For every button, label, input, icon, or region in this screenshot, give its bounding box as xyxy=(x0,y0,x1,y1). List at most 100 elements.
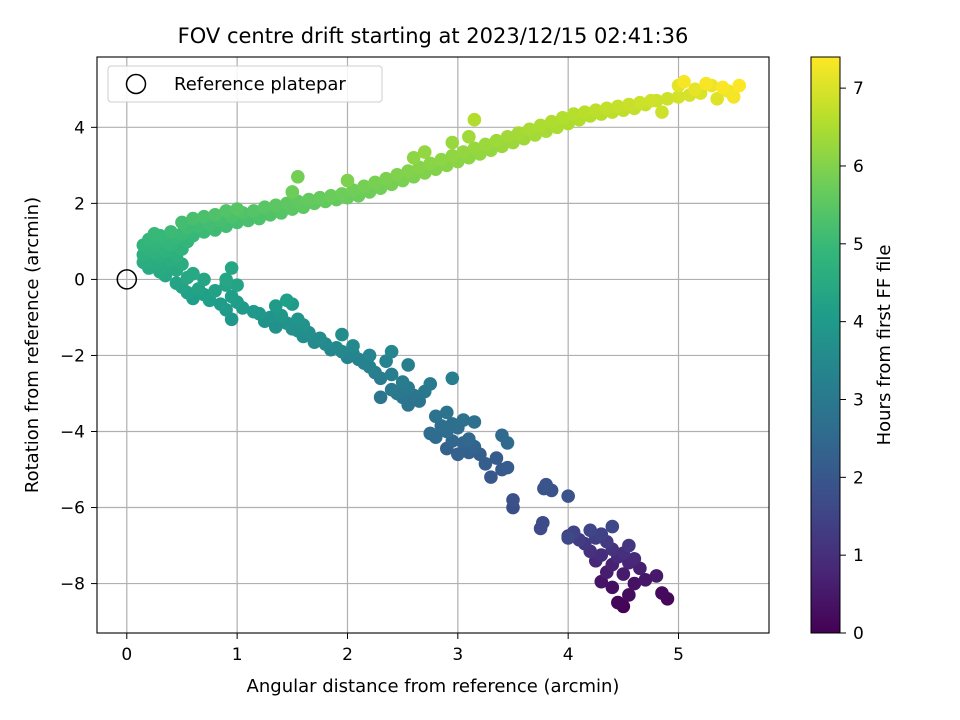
y-tick-label: −8 xyxy=(60,575,85,595)
data-point xyxy=(423,377,438,391)
data-point xyxy=(577,105,592,119)
data-point xyxy=(401,164,415,178)
data-point xyxy=(175,215,189,230)
data-point xyxy=(279,293,294,308)
colorbar-tick-label: 3 xyxy=(853,390,864,410)
data-point xyxy=(710,92,724,106)
data-point xyxy=(611,99,625,114)
data-point xyxy=(208,284,222,298)
data-point xyxy=(566,107,581,121)
y-axis-label: Rotation from reference (arcmin) xyxy=(22,197,43,493)
y-tick-label: 0 xyxy=(74,270,85,290)
data-point xyxy=(417,145,432,159)
data-point xyxy=(622,97,636,112)
colorbar-ticks: 0 1 2 3 4 5 6 7 xyxy=(840,79,864,644)
data-point xyxy=(451,447,465,462)
data-point xyxy=(605,580,620,595)
data-point xyxy=(263,310,278,325)
data-point xyxy=(224,289,239,304)
data-point xyxy=(186,211,200,226)
data-point xyxy=(384,382,399,397)
data-point xyxy=(462,130,476,144)
colorbar-label: Hours from first FF file xyxy=(874,245,895,446)
data-point xyxy=(622,588,636,602)
data-point xyxy=(583,523,598,538)
data-point xyxy=(561,531,575,545)
data-point xyxy=(423,156,438,171)
data-point xyxy=(445,417,460,431)
data-point xyxy=(655,105,669,119)
data-point xyxy=(445,135,460,150)
data-point xyxy=(439,405,454,420)
data-point xyxy=(605,519,620,534)
data-point xyxy=(313,190,327,205)
y-tick-label: 2 xyxy=(74,194,85,214)
data-point xyxy=(500,460,515,475)
chart-title: FOV centre drift starting at 2023/12/15 … xyxy=(178,24,689,48)
data-point xyxy=(462,432,476,446)
x-tick-label: 2 xyxy=(342,645,353,665)
data-point xyxy=(677,74,691,89)
data-point xyxy=(268,299,283,313)
data-point xyxy=(649,569,664,583)
x-tick-label: 5 xyxy=(673,645,684,665)
data-point xyxy=(285,185,300,199)
data-point xyxy=(478,137,493,152)
plot-frame xyxy=(96,56,770,634)
data-point xyxy=(633,95,647,110)
data-point xyxy=(291,312,305,327)
data-point xyxy=(335,327,349,342)
legend-marker xyxy=(125,73,147,95)
data-point xyxy=(401,358,415,372)
data-point xyxy=(588,103,603,118)
data-point xyxy=(506,493,520,507)
data-point xyxy=(500,130,515,144)
data-point xyxy=(489,451,504,465)
data-point xyxy=(732,78,747,93)
legend: Reference platepar xyxy=(107,65,383,103)
data-point xyxy=(340,173,355,188)
data-point xyxy=(230,278,244,292)
data-point xyxy=(484,470,498,484)
data-point xyxy=(219,204,233,218)
data-point xyxy=(622,538,636,553)
data-point xyxy=(197,272,211,287)
data-point xyxy=(279,196,294,211)
data-point xyxy=(147,226,162,241)
data-point xyxy=(324,188,338,203)
data-point xyxy=(671,90,686,104)
data-point xyxy=(644,93,658,108)
colorbar xyxy=(810,56,841,634)
data-point xyxy=(467,112,482,127)
data-point xyxy=(638,572,653,587)
data-point xyxy=(373,390,388,405)
y-tick-label: −4 xyxy=(60,422,85,442)
reference-platepar-marker xyxy=(116,269,138,290)
data-point xyxy=(445,149,460,163)
data-point xyxy=(500,436,515,450)
colorbar-tick-label: 2 xyxy=(853,468,864,488)
data-point xyxy=(616,567,631,581)
colorbar-tick-label: 7 xyxy=(853,79,864,99)
data-point xyxy=(627,552,642,566)
data-point xyxy=(535,515,550,530)
data-point xyxy=(246,204,261,218)
data-point xyxy=(611,595,625,610)
data-point xyxy=(219,272,233,287)
data-point xyxy=(335,187,349,201)
data-point xyxy=(688,82,702,97)
y-tick-label: −6 xyxy=(60,499,85,519)
data-point xyxy=(368,175,382,190)
scatter-points xyxy=(116,74,747,614)
data-point xyxy=(655,586,669,600)
x-axis-label: Angular distance from reference (arcmin) xyxy=(247,676,620,697)
colorbar-tick-label: 6 xyxy=(853,157,864,177)
data-point xyxy=(660,92,675,106)
data-point xyxy=(313,331,327,346)
data-point xyxy=(230,202,244,216)
data-point xyxy=(627,576,642,591)
y-axis-ticks: −8 −6 −4 −2 0 2 4 xyxy=(60,118,97,595)
data-point xyxy=(291,169,305,184)
data-point xyxy=(434,152,449,167)
